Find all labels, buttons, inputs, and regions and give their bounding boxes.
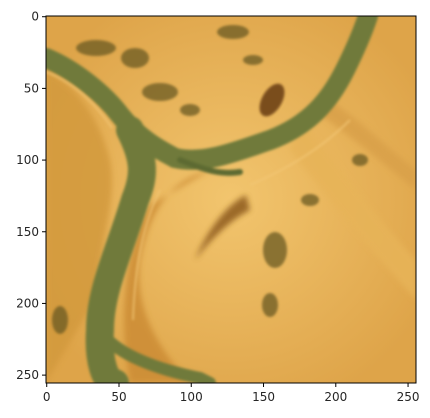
x-tick-label: 200 [324, 390, 347, 404]
image-border [45, 15, 417, 384]
y-tick-label: 50 [24, 81, 39, 95]
y-tick-label: 100 [16, 153, 39, 167]
satellite-image [46, 16, 416, 383]
x-tick-label: 150 [252, 390, 275, 404]
x-axis: 0 50 100 150 200 250 [43, 383, 420, 404]
y-tick-label: 0 [31, 10, 39, 24]
x-tick-label: 250 [397, 390, 420, 404]
x-tick-label: 50 [111, 390, 126, 404]
y-axis: 0 50 100 150 200 250 [16, 10, 46, 382]
y-tick-label: 250 [16, 368, 39, 382]
x-tick-label: 100 [180, 390, 203, 404]
y-tick-label: 200 [16, 296, 39, 310]
x-tick-label: 0 [43, 390, 51, 404]
y-tick-label: 150 [16, 225, 39, 239]
